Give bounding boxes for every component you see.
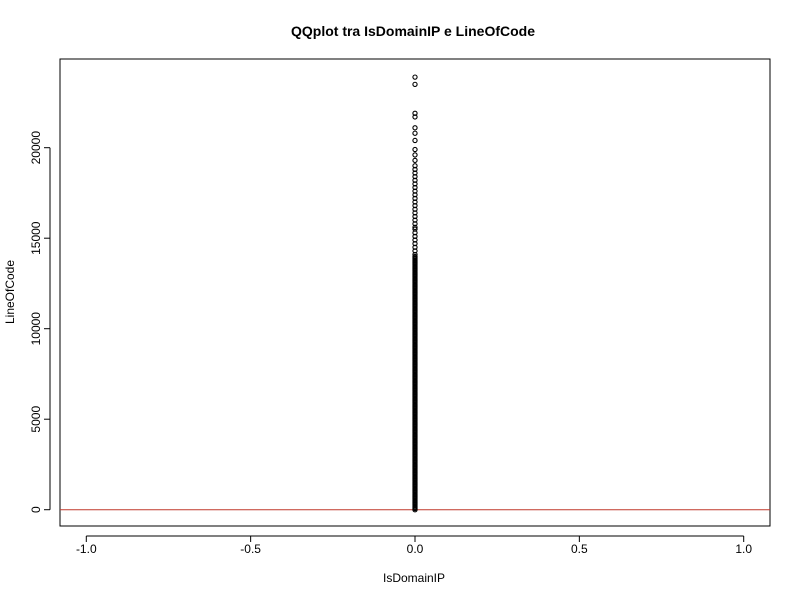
x-tick-label: 1.0 (735, 542, 752, 556)
y-axis: 0 5000 10000 15000 20000 (29, 131, 51, 513)
x-axis-title: IsDomainIP (383, 571, 445, 585)
data-point (412, 217, 418, 223)
data-point (412, 251, 418, 258)
data-point (412, 177, 418, 183)
data-point (412, 74, 418, 80)
x-axis: -1.0 -0.5 0.0 0.5 1.0 (76, 535, 752, 556)
y-axis-title: LineOfCode (3, 260, 17, 324)
data-point (412, 248, 418, 254)
data-point (412, 195, 418, 202)
data-point (412, 199, 418, 205)
data-point (412, 230, 418, 236)
data-point (412, 152, 418, 158)
x-tick-label: -1.0 (76, 542, 97, 556)
data-point (412, 206, 418, 212)
data-point (412, 163, 418, 169)
data-point (412, 210, 418, 216)
data-point (412, 188, 418, 194)
x-tick-label: 0.5 (571, 542, 588, 556)
data-point (412, 237, 418, 243)
data-point (412, 224, 418, 230)
x-tick-label: 0.0 (407, 542, 424, 556)
y-tick-label: 0 (29, 506, 43, 513)
data-point (412, 130, 418, 136)
data-point (412, 240, 418, 247)
data-point (412, 170, 418, 176)
data-point (412, 114, 418, 120)
data-point (412, 221, 418, 227)
data-point (412, 226, 418, 232)
data-point (412, 244, 418, 250)
data-point (412, 192, 418, 198)
data-point (412, 174, 418, 180)
data-point (412, 110, 418, 116)
data-point (412, 213, 418, 220)
data-point (412, 181, 418, 187)
data-point (412, 233, 418, 240)
x-tick-label: -0.5 (240, 542, 261, 556)
data-point (412, 146, 418, 153)
plot-frame (59, 58, 771, 527)
chart-title: QQplot tra IsDomainIP e LineOfCode (291, 23, 535, 39)
data-point (412, 202, 418, 209)
y-tick-label: 20000 (29, 131, 43, 165)
data-point (412, 184, 418, 191)
y-tick-label: 15000 (29, 221, 43, 255)
data-point (412, 81, 418, 87)
data-point (412, 166, 418, 173)
points-layer (412, 74, 418, 513)
data-point (412, 125, 418, 131)
data-point (412, 137, 418, 144)
y-tick-label: 5000 (29, 406, 43, 433)
data-point (412, 253, 418, 260)
y-tick-label: 10000 (29, 312, 43, 346)
data-point (412, 157, 418, 164)
